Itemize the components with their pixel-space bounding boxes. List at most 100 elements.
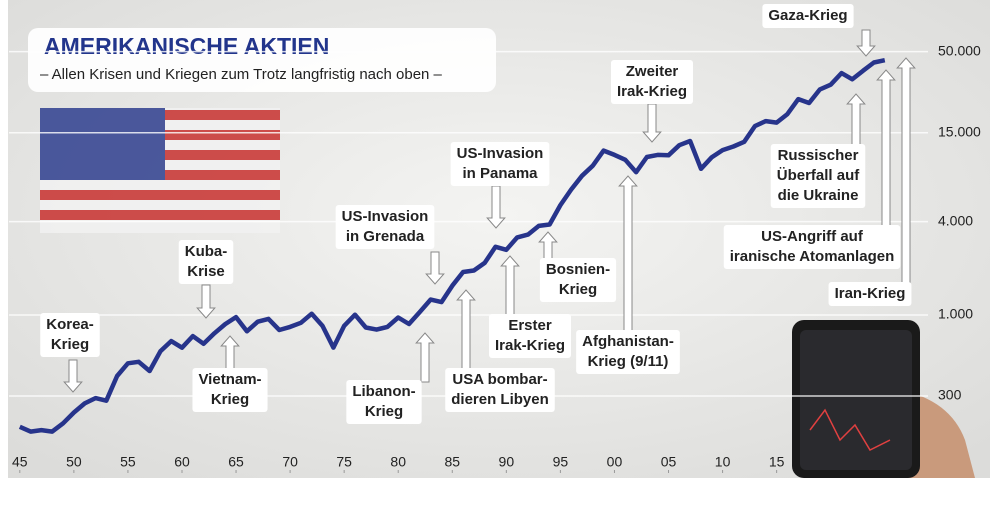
x-tick-label: 50 (66, 454, 82, 470)
annotation-arrow (876, 69, 896, 228)
annotation-arrow (486, 185, 506, 229)
x-tick-label: 95 (553, 454, 569, 470)
annotation-box (40, 313, 100, 357)
annotation-box (828, 282, 912, 306)
phone (792, 320, 975, 478)
annotation-text: Erster (508, 317, 552, 334)
annotation-text: US-Invasion (457, 145, 544, 162)
annotation-text: in Panama (462, 165, 538, 182)
annotation: Bosnien- Krieg (539, 258, 617, 302)
annotation: Zweiter Irak-Krieg (610, 60, 694, 104)
x-tick-label: 15 (769, 454, 785, 470)
annotation-arrow (415, 332, 435, 383)
annotation-text: in Grenada (346, 228, 425, 245)
annotation-text: Libanon- (352, 383, 415, 400)
x-tick-label: 70 (282, 454, 298, 470)
annotation-arrow (425, 251, 445, 285)
annotation-box (192, 368, 268, 412)
x-tick-label: 10 (715, 454, 731, 470)
annotation-text: Überfall auf (777, 167, 861, 184)
x-tick-label: 55 (120, 454, 136, 470)
annotation-text: dieren Libyen (451, 391, 549, 408)
annotation-arrow (896, 57, 916, 285)
x-tick-label: 85 (444, 454, 460, 470)
annotation: US-Invasion in Panama (450, 142, 550, 186)
annotation: US-Angriff auf iranische Atomanlagen (723, 225, 901, 269)
annotation: Korea- Krieg (40, 313, 100, 357)
annotation: Russischer Überfall auf die Ukraine (770, 144, 866, 208)
annotation: Kuba- Krise (178, 240, 234, 284)
annotation: Vietnam- Krieg (192, 368, 268, 412)
annotation-text: Zweiter (626, 63, 679, 80)
annotation-text: Iran-Krieg (835, 285, 906, 302)
annotation-text: Korea- (46, 316, 94, 333)
chart-subtitle: – Allen Krisen und Kriegen zum Trotz lan… (40, 66, 443, 83)
annotation-text: Krieg (559, 281, 597, 298)
title-box: AMERIKANISCHE AKTIEN – Allen Krisen und … (28, 28, 496, 92)
annotation: Libanon- Krieg (346, 380, 422, 424)
annotation-text: Krieg (365, 403, 403, 420)
x-tick-label: 45 (12, 454, 28, 470)
x-tick-label: 05 (661, 454, 677, 470)
annotation-box (770, 144, 866, 208)
annotation-arrow (856, 29, 876, 57)
annotation-arrow (846, 93, 866, 147)
annotation-text: Krieg (9/11) (588, 353, 669, 370)
x-tick-label: 75 (336, 454, 352, 470)
flag (40, 108, 280, 233)
annotation-box (539, 258, 617, 302)
annotation-text: Bosnien- (546, 261, 610, 278)
annotation-arrow (500, 255, 520, 317)
y-tick-label: 50.000 (938, 42, 981, 58)
line-series (18, 57, 886, 434)
annotation-arrow (456, 289, 476, 371)
annotation-box (762, 4, 854, 28)
x-tick-label: 80 (390, 454, 406, 470)
annotation-box (576, 330, 680, 374)
annotation-box (346, 380, 422, 424)
annotation: Gaza-Krieg (762, 4, 854, 28)
annotation-box (335, 205, 435, 249)
y-tick-label: 4.000 (938, 212, 973, 228)
annotation-arrow (642, 103, 662, 143)
annotation-text: Gaza-Krieg (768, 7, 847, 24)
annotation-text: die Ukraine (778, 187, 859, 204)
x-tick-label: 00 (607, 454, 623, 470)
annotation-text: Krise (187, 263, 225, 280)
annotation-arrow (220, 335, 240, 373)
annotation-text: US-Invasion (342, 208, 429, 225)
annotation-text: Russischer (778, 147, 859, 164)
annotation-box (445, 368, 555, 412)
y-tick-label: 1.000 (938, 306, 973, 322)
y-tick-label: 300 (938, 387, 962, 403)
annotation-box (723, 225, 901, 269)
annotation-text: Afghanistan- (582, 333, 674, 350)
annotation-arrow (63, 359, 83, 393)
annotation-text: Vietnam- (198, 371, 261, 388)
annotation: Afghanistan- Krieg (9/11) (576, 330, 680, 374)
annotation-box (178, 240, 234, 284)
annotation-arrow (618, 175, 638, 333)
annotation: Erster Irak-Krieg (488, 314, 572, 358)
chart-title: AMERIKANISCHE AKTIEN (44, 33, 329, 59)
annotation-box (610, 60, 694, 104)
annotation-text: Krieg (51, 336, 89, 353)
annotation-text: Krieg (211, 391, 249, 408)
x-tick-label: 60 (174, 454, 190, 470)
annotation-text: Kuba- (185, 243, 228, 260)
annotation-arrow (196, 284, 216, 319)
y-tick-label: 15.000 (938, 123, 981, 139)
annotation-box (450, 142, 550, 186)
x-tick-label: 90 (499, 454, 515, 470)
annotation: USA bombar-dieren Libyen (445, 368, 555, 412)
annotation-arrow (538, 231, 558, 261)
annotation-text: Irak-Krieg (495, 337, 565, 354)
annotation: US-Invasion in Grenada (335, 205, 435, 249)
annotation: Iran-Krieg (828, 282, 912, 306)
annotation-text: iranische Atomanlagen (730, 248, 895, 265)
annotation-box (488, 314, 572, 358)
annotation-text: Irak-Krieg (617, 83, 687, 100)
x-tick-label: 65 (228, 454, 244, 470)
